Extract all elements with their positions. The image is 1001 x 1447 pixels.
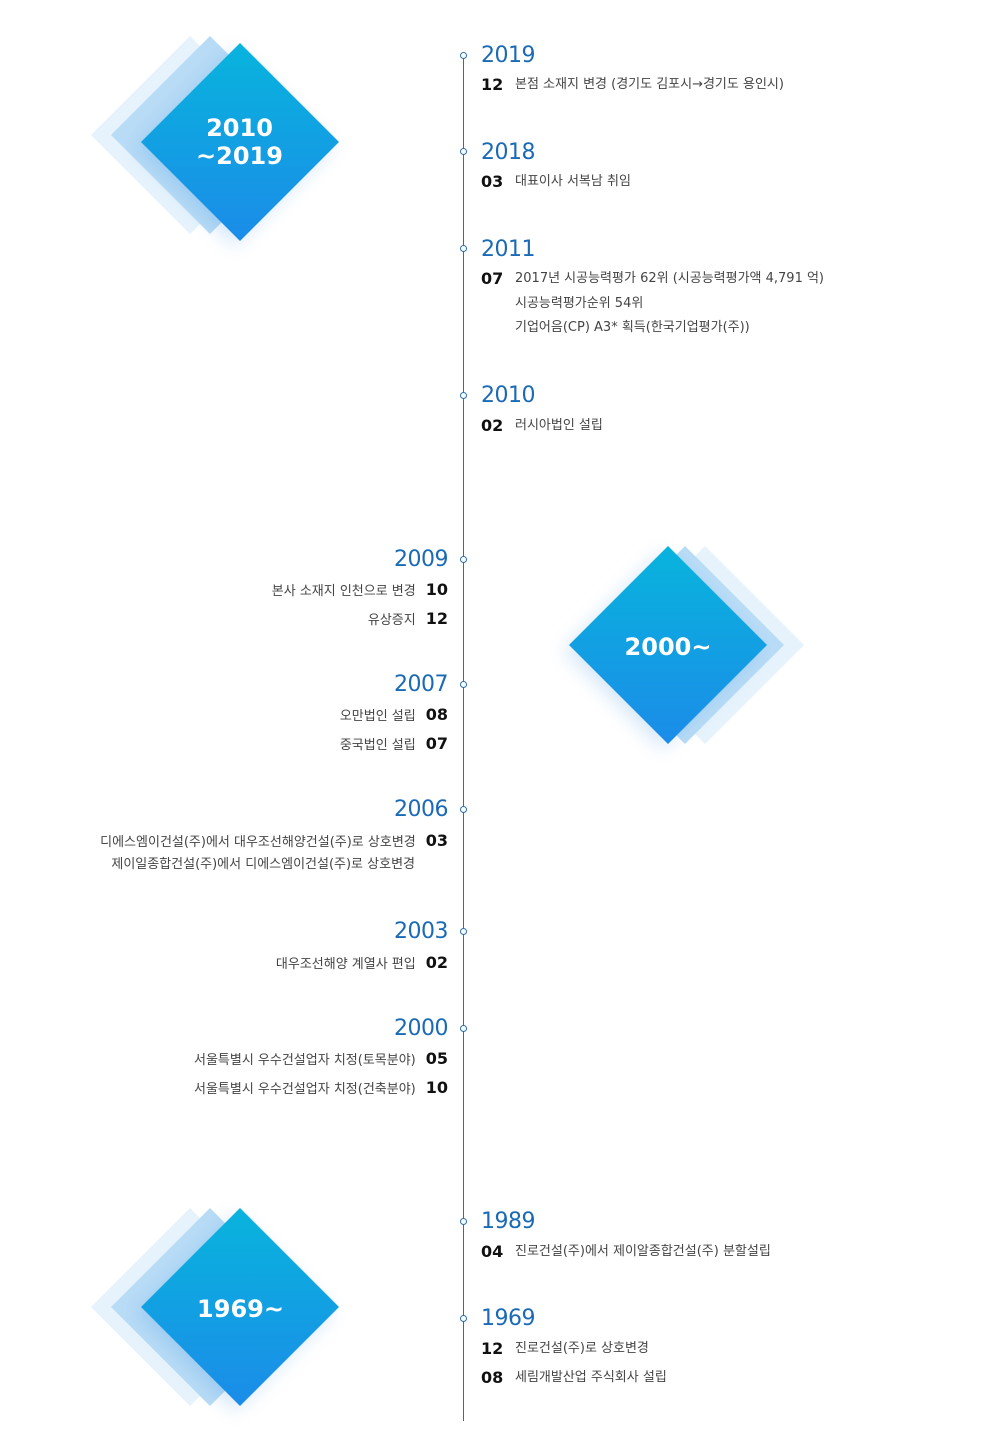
timeline-dot: [460, 1315, 467, 1322]
entry-text: 서울특별시 우수건설업자 치정(토목분야): [194, 1053, 416, 1068]
timeline-dot: [460, 556, 467, 563]
entry-text: 디에스엠이건설(주)에서 대우조선해양건설(주)로 상호변경: [100, 835, 416, 850]
year-heading: 1969: [481, 1306, 536, 1331]
entry-month: 07: [425, 734, 448, 753]
entry-month: 10: [425, 580, 448, 599]
entry-text: 기업어음(CP) A3* 획득(한국기업평가(주)): [515, 320, 750, 335]
entry-text: 오만법인 설립: [339, 709, 416, 724]
timeline-entry: 03 대표이사 서복남 취임: [481, 173, 631, 193]
timeline-entry: 대우조선해양 계열사 편입 02: [276, 954, 448, 974]
timeline-entry: 중국법인 설립 07: [340, 735, 448, 755]
entry-text: 2017년 시공능력평가 62위 (시공능력평가액 4,791 억): [515, 271, 825, 286]
entry-month: 04: [481, 1242, 504, 1261]
entry-month: 08: [425, 705, 448, 724]
timeline-entry: 07 2017년 시공능력평가 62위 (시공능력평가액 4,791 억): [481, 270, 824, 290]
entry-text: 본점 소재지 변경 (경기도 김포시→경기도 용인시): [515, 77, 784, 92]
period-badge-2000: 2000~: [565, 545, 805, 785]
entry-text: 제이일종합건설(주)에서 디에스엠이건설(주)로 상호변경: [111, 857, 415, 872]
timeline-dot: [460, 392, 467, 399]
year-heading: 2006: [394, 797, 449, 822]
period-badge-1969: 1969~: [91, 1207, 340, 1447]
entry-text: 대표이사 서복남 취임: [515, 174, 631, 189]
entry-month: 08: [481, 1368, 504, 1387]
entry-text: 러시아법인 설립: [515, 418, 603, 433]
timeline-dot: [460, 681, 467, 688]
entry-month: 03: [481, 172, 504, 191]
timeline-entry: 서울특별시 우수건설업자 치정(토목분야) 05: [194, 1050, 448, 1070]
entry-text: 중국법인 설립: [339, 738, 416, 753]
entry-text: 대우조선해양 계열사 편입: [275, 957, 416, 972]
entry-text: 유상증지: [367, 613, 416, 628]
timeline-entry: 유상증지 12: [368, 610, 448, 630]
entry-text: 세림개발산업 주식회사 설립: [515, 1370, 667, 1385]
timeline-dot: [460, 928, 467, 935]
entry-text: 진로건설(주)로 상호변경: [515, 1341, 649, 1356]
year-heading: 2011: [481, 237, 536, 262]
timeline-entry: 서울특별시 우수건설업자 치정(건축분야) 10: [194, 1079, 448, 1099]
timeline-entry: 본사 소재지 인천으로 변경 10: [272, 581, 448, 601]
entry-text: 진로건설(주)에서 제이알종합건설(주) 분할설립: [515, 1244, 771, 1259]
timeline-entry: 디에스엠이건설(주)에서 대우조선해양건설(주)로 상호변경 03: [100, 832, 448, 852]
year-heading: 2010: [481, 383, 536, 408]
timeline-entry: 12 본점 소재지 변경 (경기도 김포시→경기도 용인시): [481, 76, 784, 96]
period-label: 2000~: [624, 633, 712, 661]
year-heading: 2009: [394, 547, 449, 572]
year-heading: 2003: [394, 919, 449, 944]
entry-month: 02: [481, 416, 504, 435]
timeline-dot: [460, 1025, 467, 1032]
year-heading: 2007: [394, 672, 449, 697]
entry-text: 본사 소재지 인천으로 변경: [271, 584, 416, 599]
entry-month: 12: [481, 1339, 504, 1358]
entry-text: 서울특별시 우수건설업자 치정(건축분야): [194, 1082, 416, 1097]
year-heading: 2000: [394, 1016, 449, 1041]
year-heading: 2019: [481, 43, 536, 68]
entry-month: 05: [425, 1049, 448, 1068]
timeline-dot: [460, 52, 467, 59]
timeline-dot: [460, 245, 467, 252]
timeline-entry: 08 세림개발산업 주식회사 설립: [481, 1369, 667, 1389]
timeline-axis: [463, 53, 464, 1421]
year-heading: 1989: [481, 1209, 536, 1234]
period-label: 1969~: [197, 1295, 284, 1323]
period-badge-2010-2019: 2010 ~2019: [91, 36, 340, 280]
entry-month: 12: [481, 75, 504, 94]
year-heading: 2018: [481, 140, 536, 165]
timeline-dot: [460, 806, 467, 813]
timeline-dot: [460, 148, 467, 155]
timeline-entry: 02 러시아법인 설립: [481, 417, 603, 437]
timeline-dot: [460, 1218, 467, 1225]
timeline-entry: 12 진로건설(주)로 상호변경: [481, 1340, 649, 1360]
timeline-entry: 04 진로건설(주)에서 제이알종합건설(주) 분할설립: [481, 1243, 771, 1263]
entry-month: 12: [425, 609, 448, 628]
timeline-entry: 오만법인 설립 08: [340, 706, 448, 726]
entry-month: 02: [425, 953, 448, 972]
entry-text: 시공능력평가순위 54위: [515, 296, 644, 311]
period-label-line1: 2010: [206, 114, 273, 142]
period-label-line2: ~2019: [196, 142, 283, 170]
entry-month: 03: [425, 831, 448, 850]
entry-month: 10: [425, 1078, 448, 1097]
entry-month: 07: [481, 269, 504, 288]
